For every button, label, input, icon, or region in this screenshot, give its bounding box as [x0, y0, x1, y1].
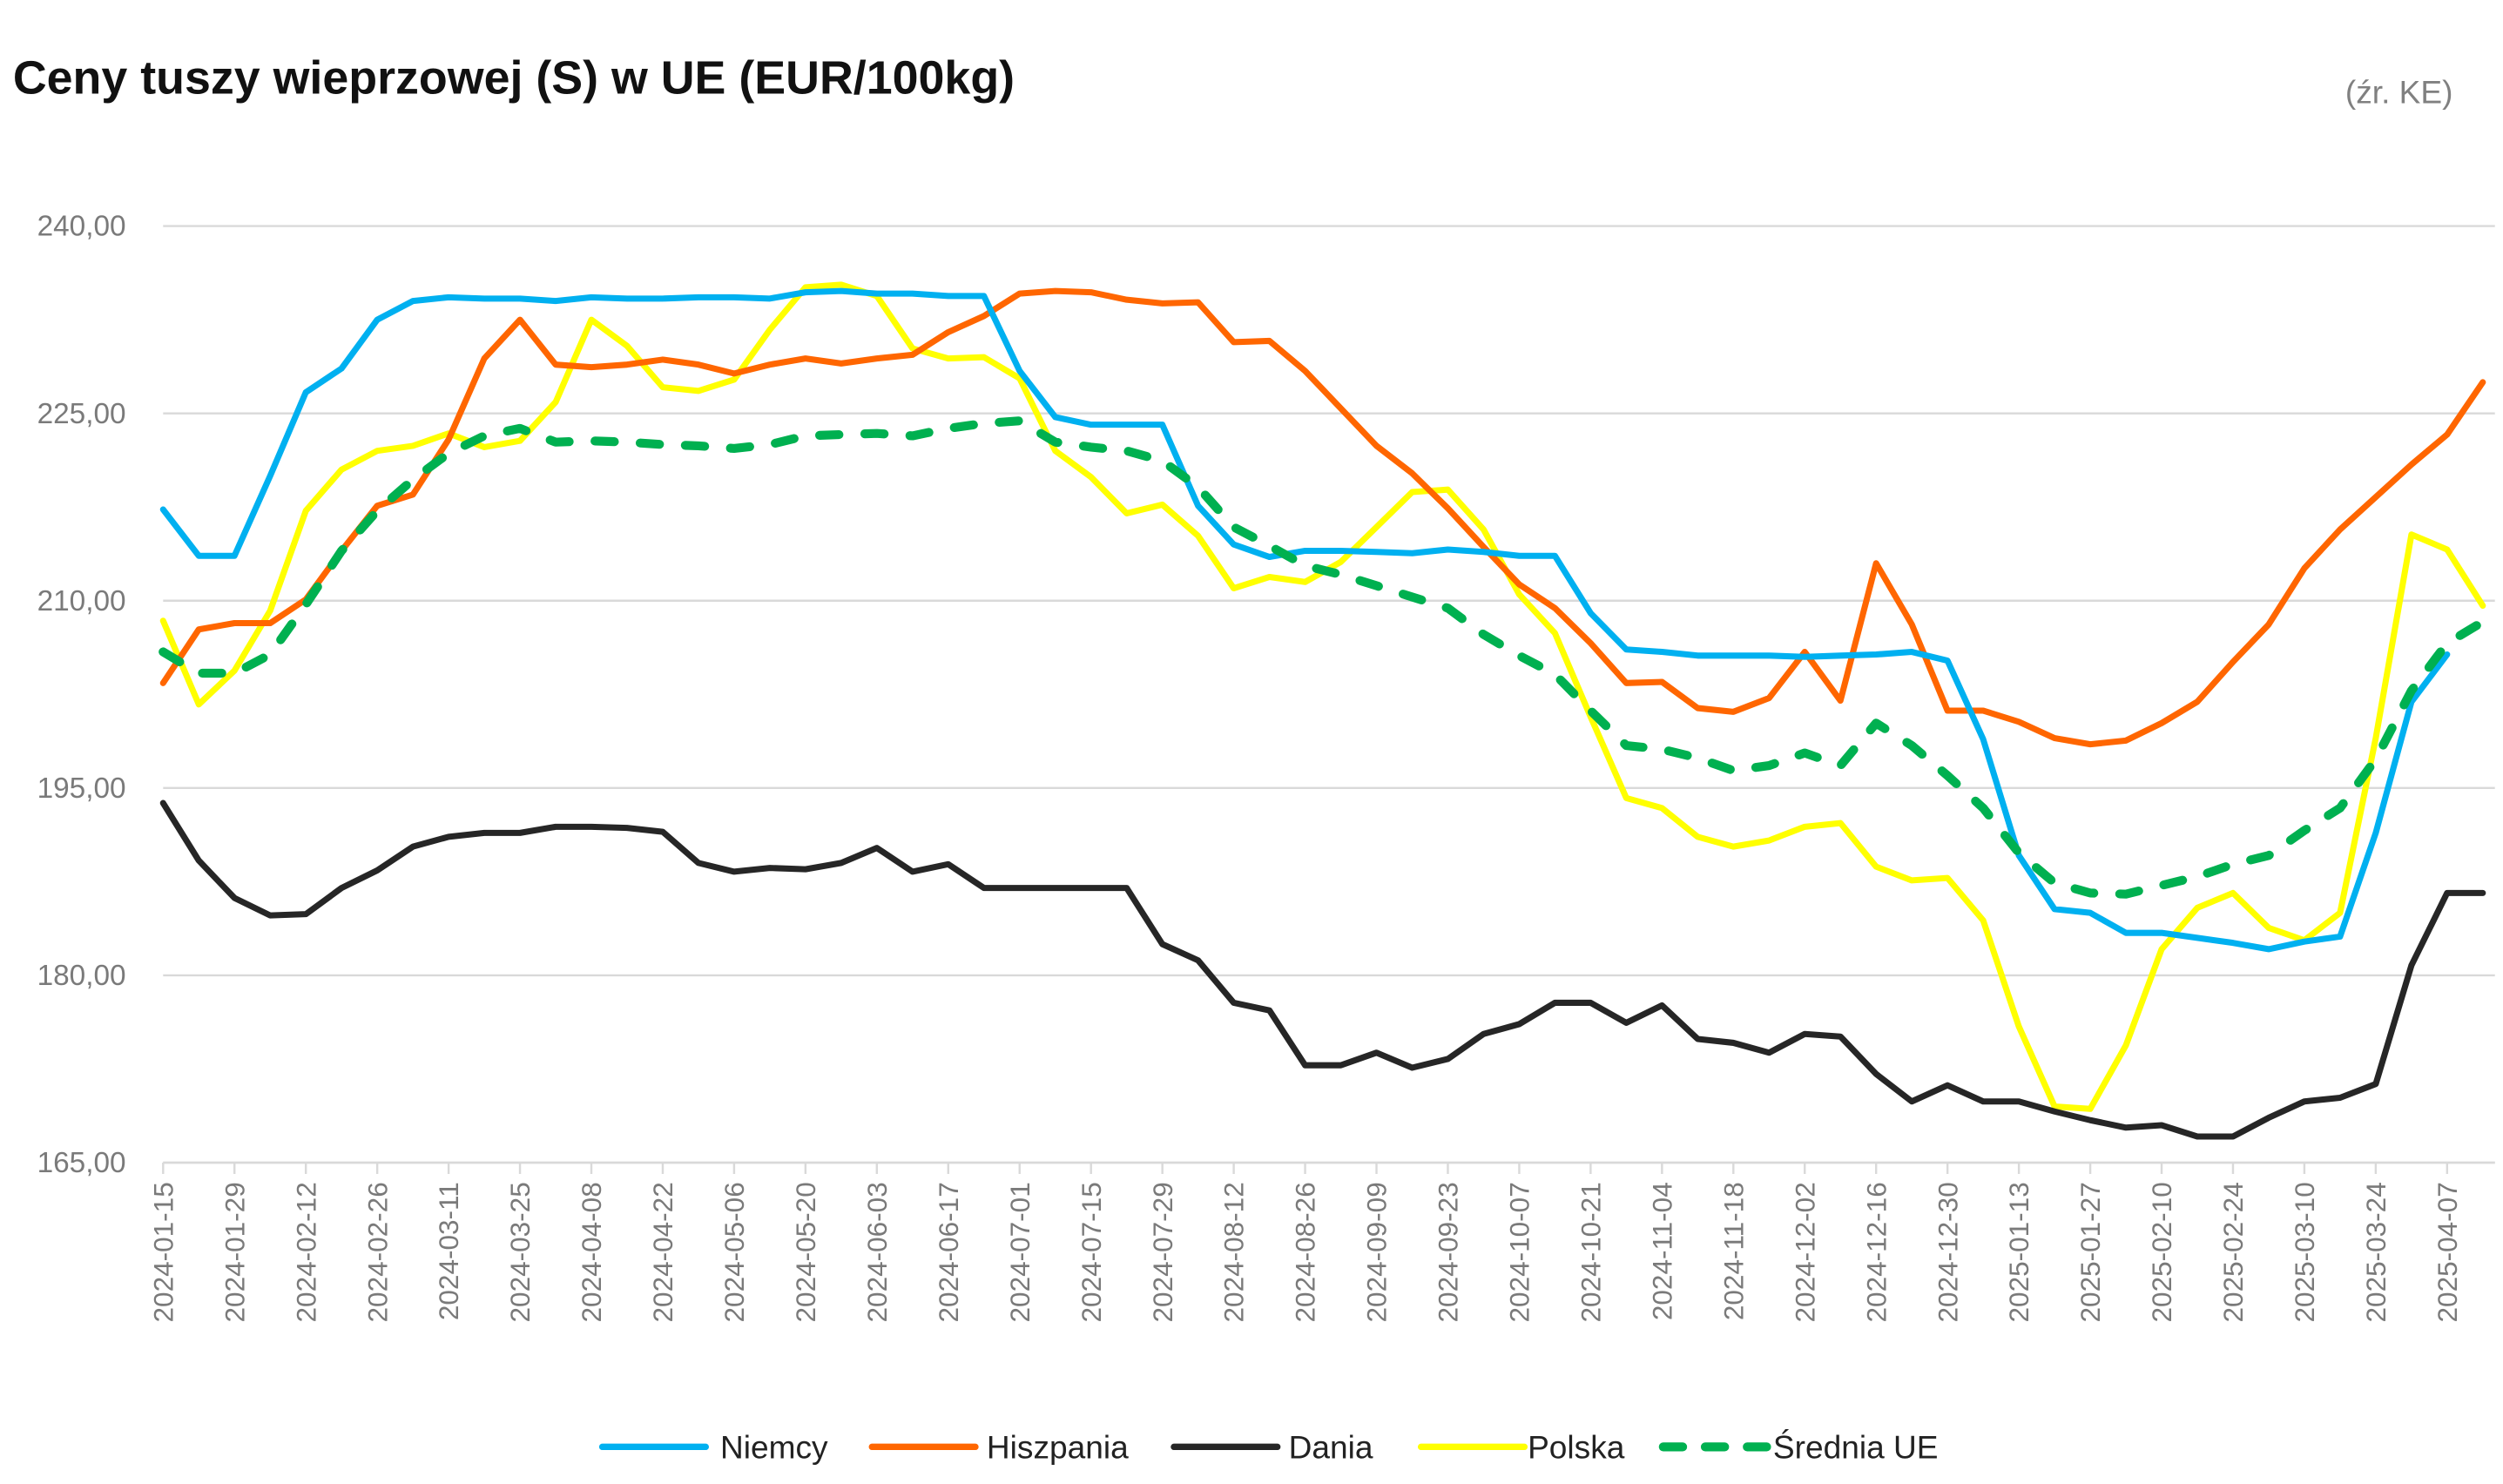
y-tick-label: 240,00: [37, 211, 126, 243]
x-tick-label: 2025-01-27: [2075, 1182, 2106, 1322]
y-tick-label: 165,00: [37, 1147, 126, 1179]
x-tick-label: 2024-12-30: [1932, 1182, 1963, 1322]
x-tick-label: 2024-07-01: [1004, 1182, 1036, 1322]
x-tick-label: 2024-09-23: [1433, 1182, 1464, 1322]
x-tick-label: 2024-03-25: [504, 1182, 536, 1322]
chart-title: Ceny tuszy wieprzowej (S) w UE (EUR/100k…: [13, 52, 1015, 105]
x-tick-label: 2024-05-20: [790, 1182, 821, 1322]
x-tick-label: 2025-02-24: [2217, 1182, 2249, 1322]
x-tick-label: 2024-11-18: [1717, 1182, 1749, 1320]
x-tick-label: 2024-03-11: [433, 1182, 464, 1320]
series-lines: [159, 281, 2487, 1140]
x-tick-label: 2024-02-12: [290, 1182, 321, 1322]
x-tick-label: 2024-08-26: [1290, 1182, 1321, 1322]
x-tick-label: 2024-04-08: [576, 1182, 607, 1322]
series-line-dania: [159, 799, 2486, 1140]
x-tick-label: 2024-10-21: [1575, 1182, 1607, 1322]
y-tick-label: 210,00: [37, 585, 126, 617]
x-tick-label: 2025-02-10: [2146, 1182, 2177, 1322]
x-tick-label: 2024-05-06: [719, 1182, 750, 1322]
y-tick-label: 180,00: [37, 960, 126, 992]
series-line-polska: [159, 281, 2486, 1112]
gridlines: [163, 225, 2495, 1164]
x-tick-label: 2025-03-24: [2360, 1182, 2392, 1322]
y-tick-label: 225,00: [37, 398, 126, 430]
series-line-niemcy: [159, 287, 2451, 953]
x-tick-label: 2024-01-15: [147, 1182, 179, 1322]
legend: Niemcy Hiszpania Dania Polska Średnia UE: [598, 1428, 1939, 1465]
x-tick-label: 2024-08-12: [1218, 1182, 1250, 1322]
x-tick-label: 2024-07-15: [1076, 1182, 1107, 1322]
x-tick-label: 2024-02-26: [361, 1182, 393, 1322]
legend-label: Dania: [1289, 1428, 1373, 1465]
x-tick-label: 2024-10-07: [1504, 1182, 1535, 1322]
y-axis: 165,00 180,00 195,00 210,00 225,00 240,00: [37, 211, 126, 1179]
x-tick-label: 2025-04-07: [2432, 1182, 2463, 1322]
x-tick-label: 2024-07-29: [1147, 1182, 1178, 1322]
source-note: (źr. KE): [2345, 74, 2453, 111]
legend-label: Polska: [1528, 1428, 1625, 1465]
x-tick-label: 2024-11-04: [1646, 1182, 1677, 1320]
series-line-hiszpania: [159, 287, 2486, 748]
x-tick-label: 2024-12-02: [1789, 1182, 1820, 1322]
x-axis: 2024-01-15 2024-01-29 2024-02-12 2024-02-26…: [147, 1161, 2495, 1322]
x-tick-label: 2025-03-10: [2289, 1182, 2320, 1322]
x-tick-label: 2024-06-03: [861, 1182, 893, 1322]
series-line--rednia-ue: [159, 416, 2487, 899]
legend-label: Średnia UE: [1773, 1428, 1939, 1465]
x-tick-label: 2024-06-17: [933, 1182, 964, 1322]
x-tick-label: 2024-04-22: [647, 1182, 678, 1322]
x-tick-label: 2025-01-13: [2003, 1182, 2034, 1322]
x-tick-label: 2024-09-09: [1361, 1182, 1393, 1322]
x-tick-label: 2024-01-29: [219, 1182, 250, 1322]
legend-label: Niemcy: [720, 1428, 828, 1465]
legend-label: Hiszpania: [987, 1428, 1129, 1465]
y-tick-label: 195,00: [37, 772, 126, 805]
x-tick-label: 2024-12-16: [1860, 1182, 1892, 1322]
